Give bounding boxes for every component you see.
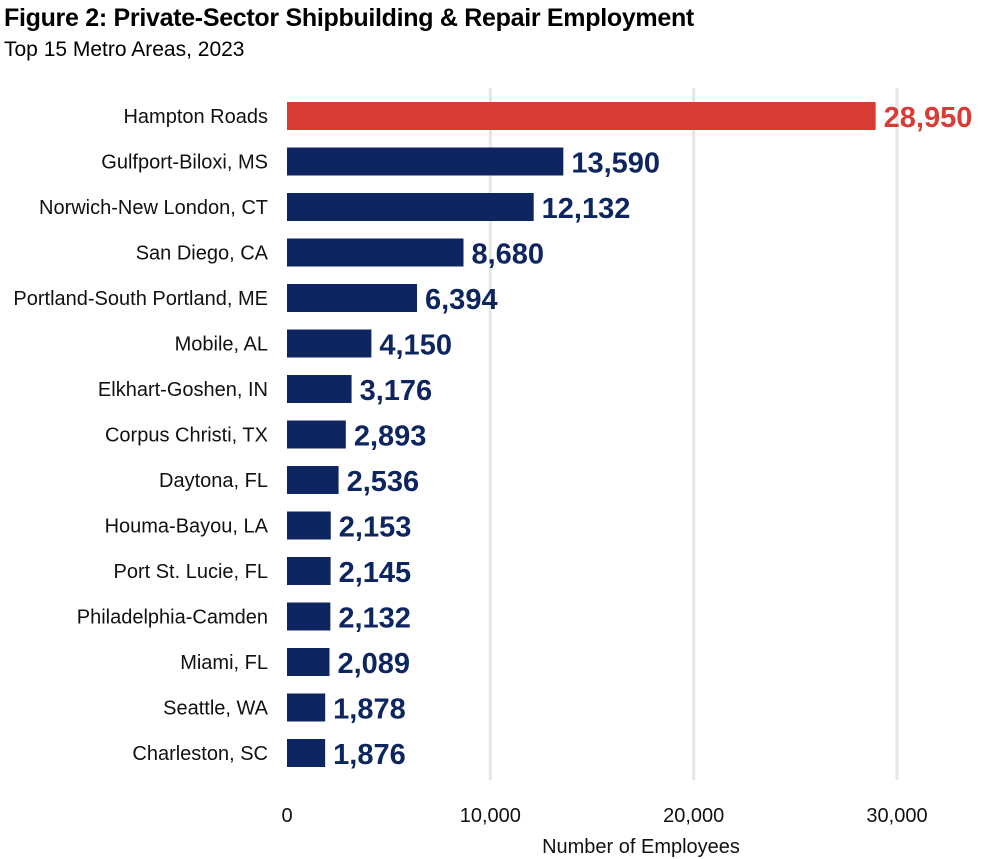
chart-title: Figure 2: Private-Sector Shipbuilding & … — [4, 4, 694, 32]
bar — [287, 102, 876, 130]
category-label: San Diego, CA — [136, 243, 269, 265]
category-label: Miami, FL — [180, 652, 268, 674]
x-tick-label: 20,000 — [663, 805, 724, 827]
chart-subtitle: Top 15 Metro Areas, 2023 — [4, 38, 245, 61]
data-label: 2,132 — [338, 603, 411, 635]
bar — [287, 511, 331, 540]
data-label: 13,590 — [571, 148, 660, 180]
category-label: Charleston, SC — [132, 743, 268, 765]
category-label: Seattle, WA — [163, 698, 269, 720]
data-label: 8,680 — [471, 239, 544, 271]
category-label: Houma-Bayou, LA — [105, 516, 269, 538]
category-label: Hampton Roads — [123, 106, 268, 128]
bar — [287, 466, 339, 494]
bar — [287, 557, 331, 585]
bar — [287, 375, 352, 403]
bar — [287, 739, 326, 767]
bar — [287, 284, 418, 312]
bar — [287, 193, 534, 221]
bar — [287, 238, 464, 267]
category-label: Daytona, FL — [159, 470, 268, 492]
data-label: 3,176 — [360, 375, 433, 407]
bar — [287, 329, 372, 358]
data-label: 6,394 — [425, 284, 498, 316]
data-label: 2,089 — [337, 648, 410, 680]
bar — [287, 147, 564, 176]
category-label: Gulfport-Biloxi, MS — [101, 152, 268, 174]
category-label: Elkhart-Goshen, IN — [98, 379, 268, 401]
data-label: 4,150 — [379, 330, 452, 362]
category-label: Mobile, AL — [175, 334, 268, 356]
data-label: 2,536 — [347, 466, 420, 498]
x-tick-label: 0 — [281, 805, 292, 827]
category-label: Corpus Christi, TX — [105, 425, 268, 447]
data-label: 2,145 — [339, 557, 412, 589]
x-tick-label: 10,000 — [460, 805, 521, 827]
category-label: Port St. Lucie, FL — [113, 561, 268, 583]
data-label: 1,878 — [333, 694, 406, 726]
bar — [287, 602, 331, 631]
x-tick-label: 30,000 — [866, 805, 927, 827]
data-label: 2,893 — [354, 421, 427, 453]
bar — [287, 693, 326, 722]
bar — [287, 648, 330, 676]
data-label: 28,950 — [884, 102, 973, 134]
category-label: Norwich-New London, CT — [39, 197, 268, 219]
category-label: Portland-South Portland, ME — [13, 288, 268, 310]
bar — [287, 420, 346, 449]
data-label: 2,153 — [339, 512, 412, 544]
x-axis-title: Number of Employees — [542, 836, 740, 858]
data-label: 1,876 — [333, 739, 406, 771]
data-label: 12,132 — [542, 193, 631, 225]
category-label: Philadelphia-Camden — [77, 607, 268, 629]
